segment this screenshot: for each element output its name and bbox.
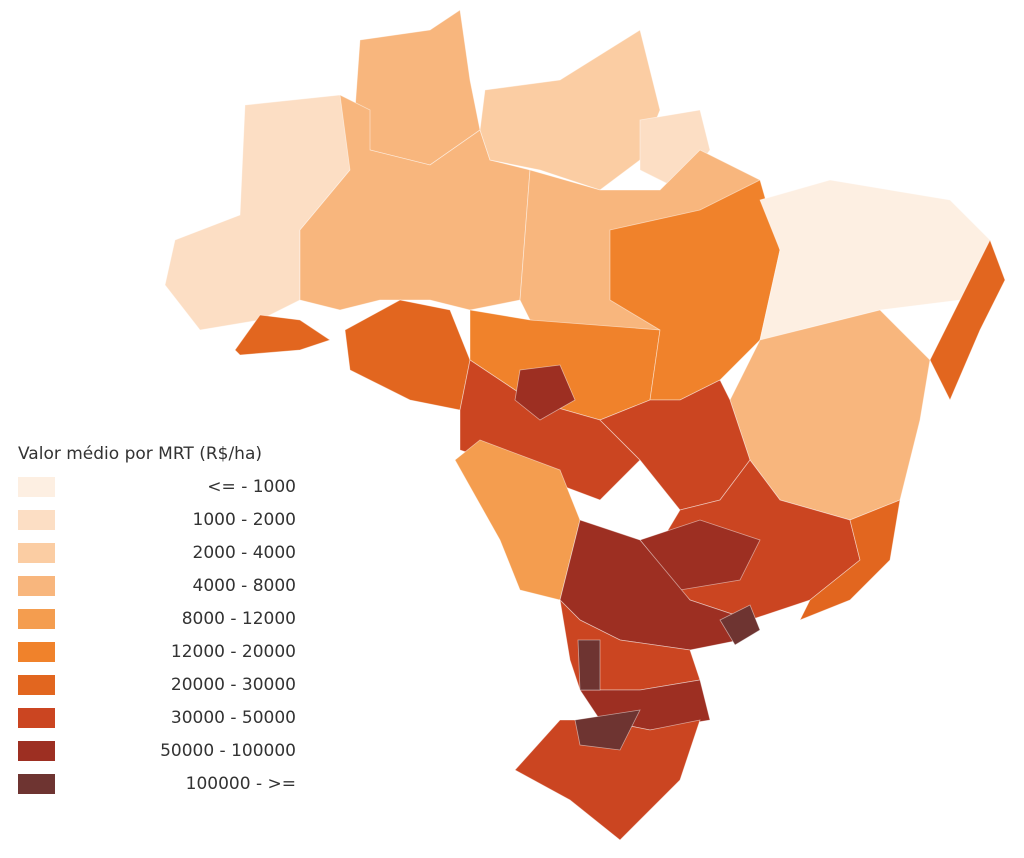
- legend-swatch: [18, 708, 55, 728]
- legend-label: 100000 - >=: [186, 774, 296, 794]
- map-region: [514, 719, 701, 841]
- map-region: [799, 499, 901, 621]
- legend-swatch: [18, 477, 55, 497]
- map-region: [719, 604, 761, 646]
- legend-swatch: [18, 675, 55, 695]
- map-region: [929, 239, 1006, 401]
- legend-swatch: [18, 543, 55, 563]
- legend-label: 12000 - 20000: [171, 642, 296, 662]
- legend-label: 4000 - 8000: [193, 576, 296, 596]
- legend-label: 30000 - 50000: [171, 708, 296, 728]
- map-region: [454, 439, 581, 601]
- map: [164, 9, 1006, 841]
- legend: Valor médio por MRT (R$/ha) <= - 1000 100…: [18, 444, 296, 794]
- legend-swatch: [18, 576, 55, 596]
- map-region: [299, 94, 531, 311]
- map-region: [344, 299, 471, 411]
- legend-label: 8000 - 12000: [182, 609, 296, 629]
- legend-swatch: [18, 774, 55, 794]
- legend-label: 1000 - 2000: [193, 510, 296, 530]
- legend-title: Valor médio por MRT (R$/ha): [18, 444, 262, 464]
- legend-swatch: [18, 741, 55, 761]
- legend-swatch: [18, 642, 55, 662]
- map-region: [514, 364, 576, 421]
- legend-label: 2000 - 4000: [193, 543, 296, 563]
- map-region: [354, 9, 481, 166]
- legend-swatch: [18, 609, 55, 629]
- legend-label: 50000 - 100000: [160, 741, 296, 761]
- map-region: [479, 29, 661, 191]
- legend-label: <= - 1000: [207, 477, 296, 497]
- map-region: [234, 314, 331, 356]
- map-region: [577, 639, 601, 691]
- legend-label: 20000 - 30000: [171, 675, 296, 695]
- map-region: [574, 709, 641, 751]
- legend-swatch: [18, 510, 55, 530]
